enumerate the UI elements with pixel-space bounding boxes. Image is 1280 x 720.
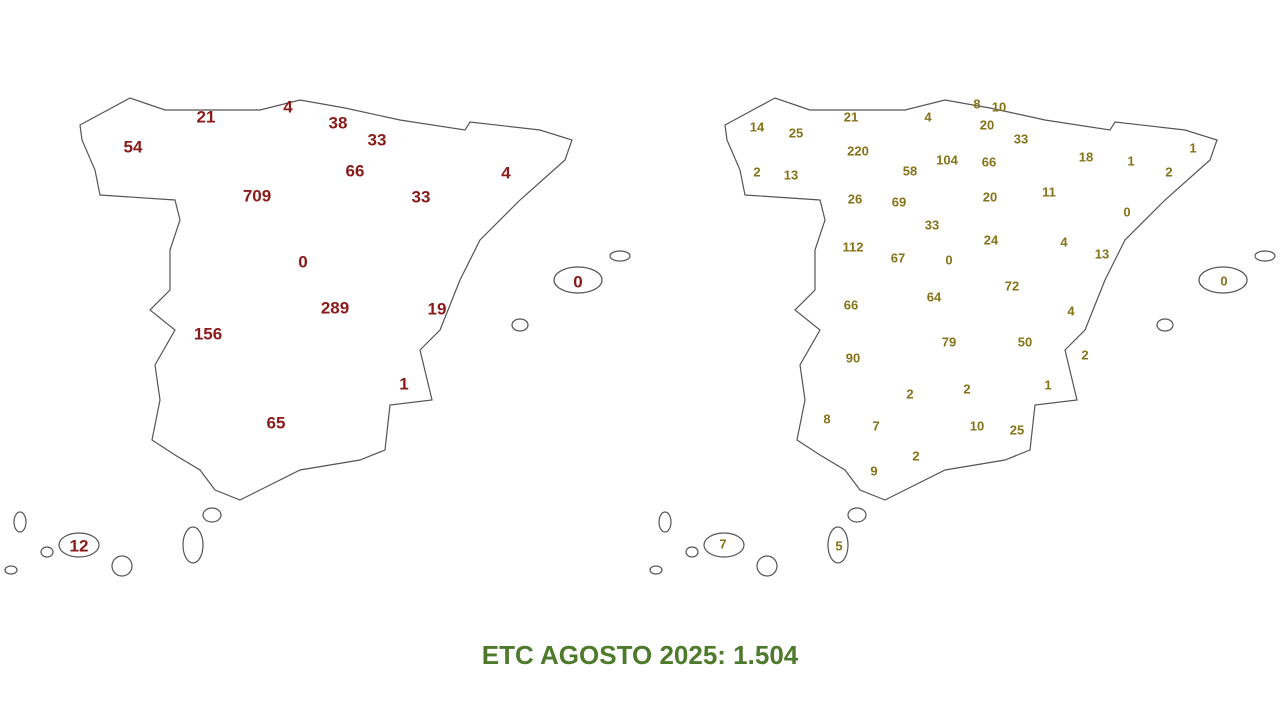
region-value: 0 [298, 252, 307, 271]
region-value: 90 [846, 350, 860, 365]
region-value: 66 [346, 161, 365, 180]
region-value: 64 [927, 289, 942, 304]
region-value: 10 [970, 418, 984, 433]
left-map [18, 98, 619, 576]
region-value: 2 [912, 448, 919, 463]
region-value: 0 [945, 252, 952, 267]
right-map [692, 98, 1255, 576]
region-value: 33 [1014, 131, 1028, 146]
region-value: 709 [243, 186, 271, 205]
region-value: 33 [925, 217, 939, 232]
region-value: 26 [848, 191, 862, 206]
region-value: 24 [984, 232, 999, 247]
region-value: 50 [1018, 334, 1032, 349]
region-value: 112 [843, 239, 864, 254]
region-value: 2 [1165, 164, 1172, 179]
region-value: 25 [1010, 422, 1024, 437]
region-value: 8 [823, 411, 830, 426]
region-value: 4 [283, 97, 293, 116]
region-value: 66 [982, 154, 996, 169]
region-value: 156 [194, 324, 222, 343]
region-value: 54 [124, 137, 143, 156]
region-value: 58 [903, 163, 917, 178]
region-value: 79 [942, 334, 956, 349]
region-value: 69 [892, 194, 906, 209]
region-value: 4 [1067, 303, 1075, 318]
region-value: 2 [963, 381, 970, 396]
region-value: 67 [891, 250, 905, 265]
region-value: 220 [847, 143, 869, 158]
region-value: 66 [844, 297, 858, 312]
region-value: 21 [844, 109, 858, 124]
region-value: 1 [1127, 153, 1134, 168]
region-value: 72 [1005, 278, 1019, 293]
region-value: 1 [1044, 377, 1051, 392]
region-value: 12 [70, 536, 89, 555]
region-value: 33 [368, 130, 387, 149]
region-value: 4 [1060, 234, 1068, 249]
region-value: 289 [321, 298, 349, 317]
region-value: 65 [267, 413, 286, 432]
region-value: 4 [924, 109, 932, 124]
region-value: 1 [399, 374, 408, 393]
region-value: 20 [980, 117, 994, 132]
region-value: 2 [1081, 347, 1088, 362]
region-value: 33 [412, 187, 431, 206]
region-value: 9 [870, 463, 877, 478]
region-value: 25 [789, 125, 803, 140]
region-value: 19 [428, 299, 447, 318]
region-value: 13 [784, 167, 798, 182]
region-value: 4 [501, 163, 511, 182]
region-value: 11 [1042, 184, 1056, 199]
region-value: 13 [1095, 246, 1109, 261]
region-value: 21 [197, 107, 216, 126]
region-value: 0 [1123, 204, 1130, 219]
region-value: 2 [906, 386, 913, 401]
region-value: 8 [973, 96, 980, 111]
title: ETC AGOSTO 2025: 1.504 [482, 640, 799, 670]
region-value: 2 [753, 164, 760, 179]
right-outline [649, 97, 1276, 577]
region-value: 5 [835, 538, 842, 553]
region-value: 7 [719, 536, 726, 551]
region-value: 20 [983, 189, 997, 204]
region-value: 14 [750, 119, 765, 134]
region-value: 10 [992, 99, 1006, 114]
region-value: 104 [936, 152, 958, 167]
region-value: 0 [1220, 273, 1227, 288]
region-value: 7 [872, 418, 879, 433]
region-value: 0 [573, 272, 582, 291]
region-value: 38 [329, 113, 348, 132]
left-outline [4, 97, 631, 577]
region-value: 18 [1079, 149, 1093, 164]
region-value: 1 [1189, 140, 1196, 155]
